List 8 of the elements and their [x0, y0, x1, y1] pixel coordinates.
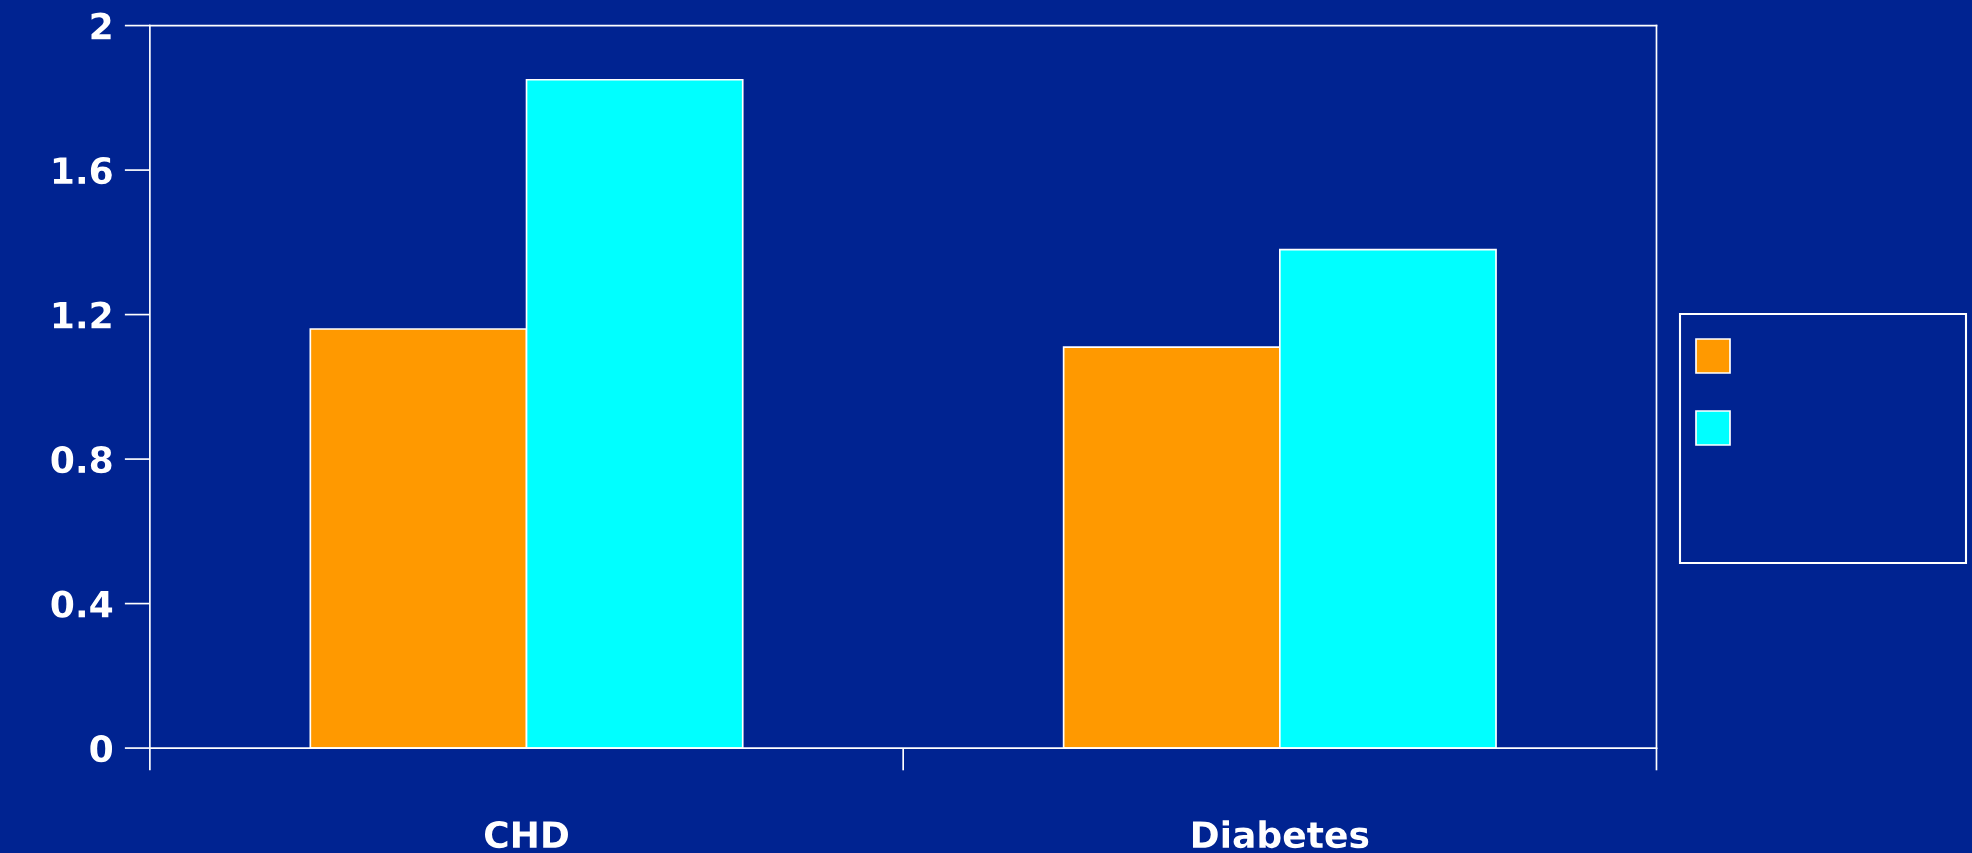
x-tick-label: Diabetes — [1192, 820, 1369, 849]
y-tick-label: 0.8 — [51, 446, 112, 474]
y-tick-label: 2 — [91, 12, 111, 40]
y-tick-label: 1.6 — [53, 157, 112, 185]
x-tick-label: CHD — [484, 820, 568, 849]
y-tick-label: 1.2 — [53, 301, 111, 329]
y-tick-label: 0 — [90, 735, 113, 763]
y-tick-label: 0.4 — [51, 590, 113, 618]
